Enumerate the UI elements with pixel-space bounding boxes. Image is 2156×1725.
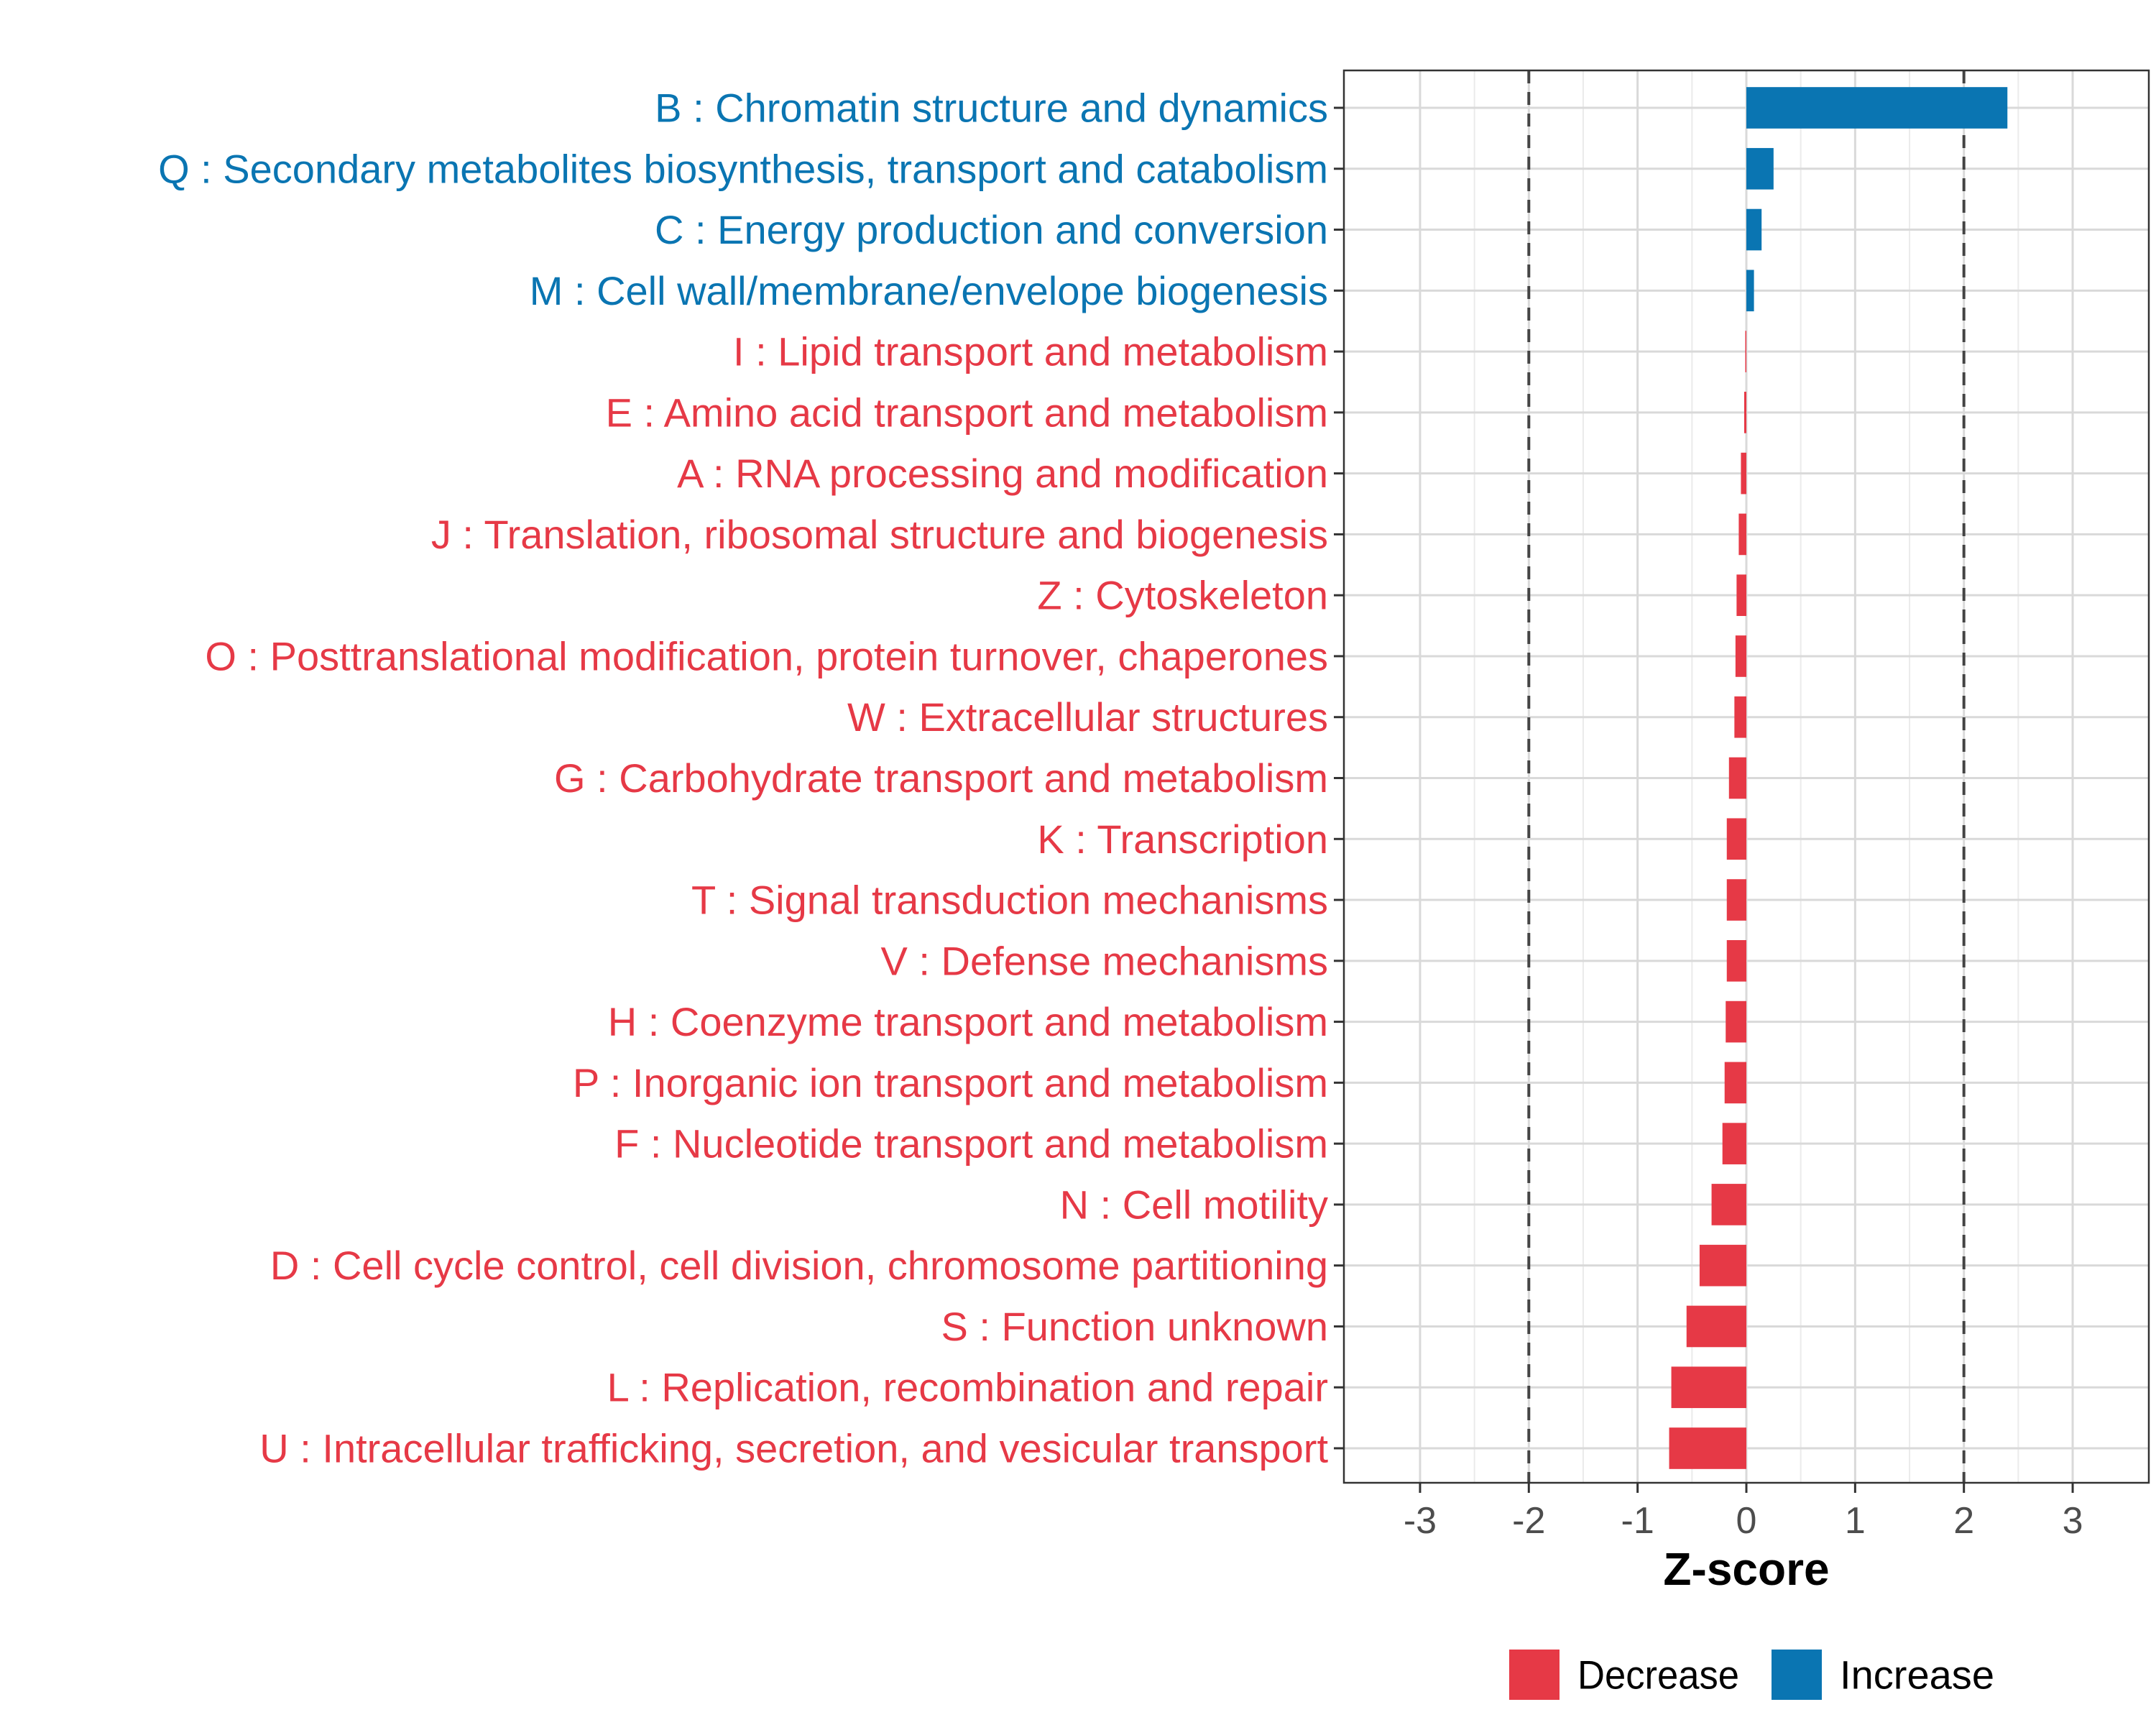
bar bbox=[1745, 331, 1746, 372]
bar bbox=[1746, 147, 1774, 190]
x-tick-label: -3 bbox=[1404, 1500, 1437, 1542]
bar bbox=[1722, 1123, 1746, 1164]
x-tick-label: -1 bbox=[1621, 1500, 1654, 1542]
category-label: K : Transcription bbox=[1037, 816, 1328, 862]
bar bbox=[1726, 939, 1746, 982]
category-label: U : Intracellular trafficking, secretion… bbox=[259, 1426, 1328, 1471]
x-tick-label: 3 bbox=[2063, 1500, 2083, 1542]
category-label: G : Carbohydrate transport and metabolis… bbox=[554, 755, 1328, 801]
bar bbox=[1726, 879, 1746, 921]
bar bbox=[1686, 1305, 1746, 1348]
bar bbox=[1699, 1244, 1746, 1287]
bar bbox=[1711, 1184, 1746, 1225]
category-label: E : Amino acid transport and metabolism bbox=[606, 390, 1328, 435]
bar bbox=[1726, 1000, 1746, 1043]
bar bbox=[1724, 1062, 1746, 1104]
x-axis-ticks: -3 -2 -1 0 1 2 3 bbox=[1404, 1483, 2083, 1542]
bar bbox=[1736, 574, 1746, 617]
x-tick-label: 2 bbox=[1953, 1500, 1974, 1542]
category-label: H : Coenzyme transport and metabolism bbox=[608, 999, 1328, 1044]
category-label: O : Posttranslational modification, prot… bbox=[205, 633, 1328, 678]
category-label: C : Energy production and conversion bbox=[655, 207, 1328, 252]
category-label: I : Lipid transport and metabolism bbox=[733, 329, 1328, 374]
bar bbox=[1746, 87, 2008, 129]
category-label: L : Replication, recombination and repai… bbox=[607, 1365, 1328, 1410]
bar bbox=[1671, 1366, 1746, 1409]
reference-lines bbox=[1527, 70, 1966, 1483]
bar bbox=[1746, 208, 1762, 251]
bar bbox=[1738, 513, 1746, 556]
bar bbox=[1746, 270, 1754, 312]
x-axis-title: Z-score bbox=[1663, 1543, 1829, 1595]
bar bbox=[1735, 635, 1746, 677]
category-labels: B : Chromatin structure and dynamics Q : … bbox=[158, 86, 1328, 1471]
category-label: P : Inorganic ion transport and metaboli… bbox=[573, 1060, 1328, 1105]
legend-swatch bbox=[1509, 1650, 1560, 1700]
bars bbox=[1669, 87, 2008, 1469]
category-label: B : Chromatin structure and dynamics bbox=[655, 86, 1328, 131]
category-label: D : Cell cycle control, cell division, c… bbox=[270, 1243, 1328, 1288]
category-label: N : Cell motility bbox=[1060, 1182, 1328, 1227]
legend-label: Decrease bbox=[1577, 1652, 1739, 1698]
bar bbox=[1734, 696, 1746, 738]
x-tick-label: 0 bbox=[1736, 1500, 1757, 1542]
category-label: Q : Secondary metabolites biosynthesis, … bbox=[158, 146, 1328, 191]
category-label: V : Defense mechanisms bbox=[881, 938, 1328, 983]
category-label: F : Nucleotide transport and metabolism bbox=[614, 1121, 1328, 1167]
legend: Decrease Increase bbox=[1509, 1650, 1994, 1700]
bar bbox=[1743, 392, 1746, 433]
category-label: W : Extracellular structures bbox=[847, 694, 1328, 740]
category-label: S : Function unknown bbox=[941, 1304, 1328, 1349]
category-label: M : Cell wall/membrane/envelope biogenes… bbox=[530, 268, 1328, 313]
bar bbox=[1726, 818, 1746, 860]
bar bbox=[1728, 757, 1746, 799]
category-label: A : RNA processing and modification bbox=[677, 451, 1328, 496]
category-label: Z : Cytoskeleton bbox=[1037, 573, 1328, 618]
bar bbox=[1741, 452, 1746, 494]
category-label: J : Translation, ribosomal structure and… bbox=[431, 512, 1328, 557]
category-label: T : Signal transduction mechanisms bbox=[691, 878, 1328, 923]
legend-swatch bbox=[1772, 1650, 1822, 1700]
legend-label: Increase bbox=[1840, 1652, 1994, 1698]
x-tick-label: -2 bbox=[1512, 1500, 1545, 1542]
y-axis-ticks bbox=[1334, 106, 1344, 1450]
bar bbox=[1669, 1427, 1746, 1469]
x-tick-label: 1 bbox=[1845, 1500, 1866, 1542]
